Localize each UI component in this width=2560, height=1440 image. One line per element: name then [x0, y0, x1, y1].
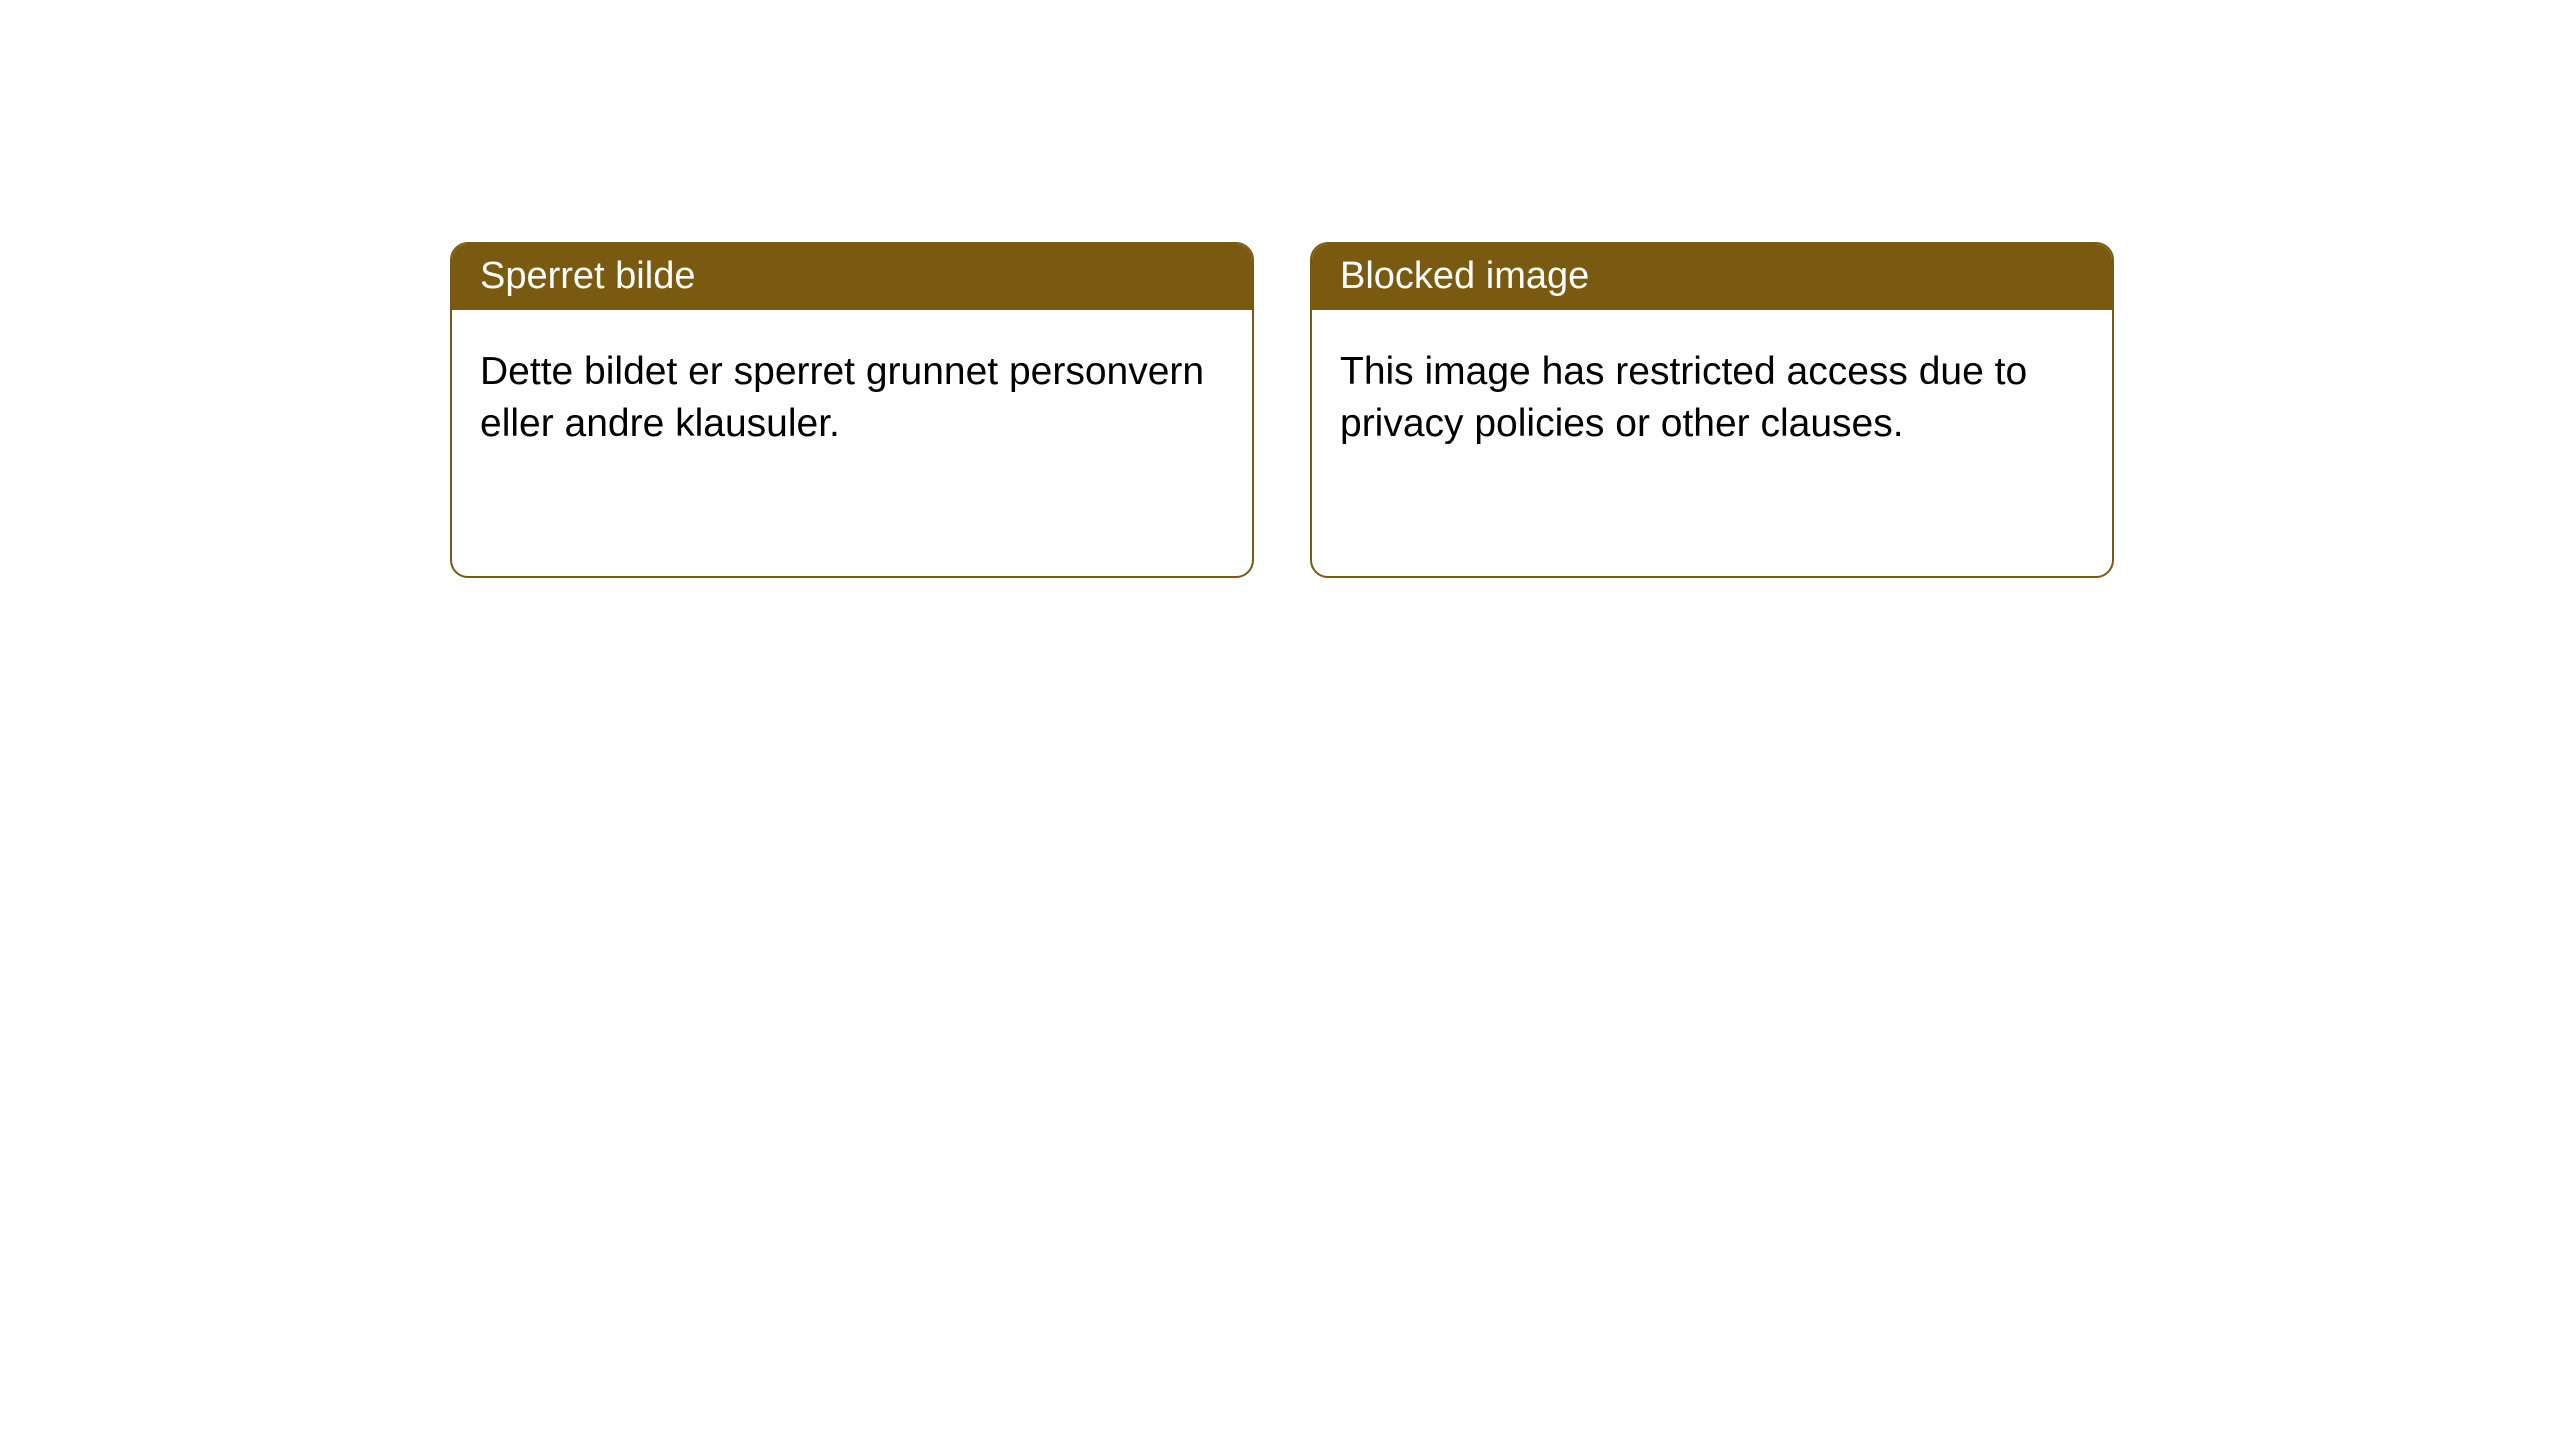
- card-header: Sperret bilde: [452, 244, 1252, 310]
- notice-card-english: Blocked image This image has restricted …: [1310, 242, 2114, 578]
- card-body: Dette bildet er sperret grunnet personve…: [452, 310, 1252, 487]
- card-header: Blocked image: [1312, 244, 2112, 310]
- card-body: This image has restricted access due to …: [1312, 310, 2112, 487]
- notice-card-norwegian: Sperret bilde Dette bildet er sperret gr…: [450, 242, 1254, 578]
- notice-container: Sperret bilde Dette bildet er sperret gr…: [0, 0, 2560, 578]
